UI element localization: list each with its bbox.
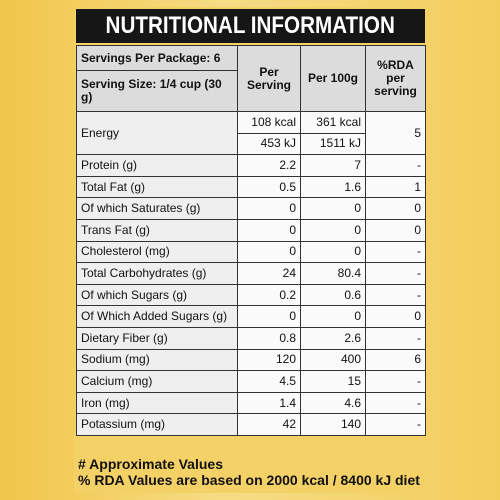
footer-note: # Approximate Values	[78, 456, 223, 472]
serving-size: Serving Size: 1/4 cup (30 g)	[76, 70, 238, 112]
row-label: Cholesterol (mg)	[76, 240, 238, 264]
cell: -	[365, 154, 426, 177]
nutrient-row: Of which Saturates (g) 0 0 0	[76, 197, 426, 220]
nutrient-row: Iron (mg) 1.4 4.6-	[76, 391, 426, 415]
cell: 24	[237, 262, 301, 285]
cell: -	[365, 326, 426, 350]
footer-note: % RDA Values are based on 2000 kcal / 84…	[78, 472, 420, 488]
cell: 453 kJ	[237, 132, 301, 156]
nutrient-row: Total Carbohydrates (g) 24 80.4-	[76, 262, 426, 285]
cell: 1.6	[300, 175, 366, 199]
column-header: %RDA per serving	[365, 45, 426, 112]
cell: 1511 kJ	[300, 132, 366, 156]
title-bar: NUTRITIONAL INFORMATION	[76, 9, 425, 43]
cell: 42	[237, 413, 301, 436]
nutrient-row: Sodium (mg) 120 400 6	[76, 348, 426, 372]
cell: 120	[237, 348, 301, 372]
nutrient-row: Total Fat (g) 0.5 1.6 1	[76, 175, 426, 199]
row-label: Dietary Fiber (g)	[76, 326, 238, 350]
cell: -	[365, 370, 426, 393]
nutrient-row: Calcium (mg) 4.5 15-	[76, 370, 426, 393]
cell: 7	[300, 154, 366, 177]
cell: 108 kcal	[237, 111, 301, 134]
nutrition-table: Servings Per Package: 6 Per Serving Per 10…	[76, 45, 426, 436]
cell: 0.6	[300, 283, 366, 307]
row-label: Of Which Added Sugars (g)	[76, 305, 238, 328]
cell: -	[365, 413, 426, 436]
cell: 0	[365, 305, 426, 328]
cell: 0	[300, 305, 366, 328]
row-label: Total Fat (g)	[76, 175, 238, 199]
row-label: Total Carbohydrates (g)	[76, 262, 238, 285]
row-label: Energy	[76, 110, 238, 156]
cell: 0.5	[237, 175, 301, 199]
nutrient-row: Cholesterol (mg) 0 0-	[76, 240, 426, 264]
cell: 0	[300, 218, 366, 242]
cell: -	[365, 283, 426, 307]
row-label: Iron (mg)	[76, 391, 238, 415]
row-label: Protein (g)	[76, 154, 238, 177]
row-label: Of which Sugars (g)	[76, 283, 238, 307]
column-header: Per Serving	[237, 45, 301, 112]
footer: # Approximate Values% RDA Values are bas…	[78, 456, 420, 488]
cell: 0.2	[237, 283, 301, 307]
cell: 15	[300, 370, 366, 393]
row-label: Calcium (mg)	[76, 370, 238, 393]
cell: 0	[237, 305, 301, 328]
cell: 80.4	[300, 262, 366, 285]
cell: 4.5	[237, 370, 301, 393]
cell: 2.2	[237, 154, 301, 177]
nutrient-row: Dietary Fiber (g) 0.8 2.6-	[76, 326, 426, 350]
cell: -	[365, 240, 426, 264]
cell: 400	[300, 348, 366, 372]
cell: 0	[300, 197, 366, 220]
cell: 361 kcal	[300, 111, 366, 134]
energy-row: 453 kJ 1511 kJ	[77, 132, 426, 156]
cell: 4.6	[300, 391, 366, 415]
cell: 0.8	[237, 326, 301, 350]
row-label: Of which Saturates (g)	[76, 197, 238, 220]
cell: 0	[237, 218, 301, 242]
nutrient-row: Protein (g) 2.2 7-	[76, 154, 426, 177]
title: NUTRITIONAL INFORMATION	[105, 12, 396, 39]
column-header: Per 100g	[300, 45, 366, 112]
header-row: Servings Per Package: 6 Per Serving Per 10…	[76, 45, 426, 112]
cell: 0	[365, 218, 426, 242]
cell: 6	[365, 348, 426, 372]
cell: 1	[365, 175, 426, 199]
nutrient-row: Trans Fat (g) 0 0 0	[76, 218, 426, 242]
cell: -	[365, 262, 426, 285]
cell: 1.4	[237, 391, 301, 415]
cell: -	[365, 391, 426, 415]
cell: 0	[300, 240, 366, 264]
servings-per-package: Servings Per Package: 6	[76, 45, 238, 71]
energy-row: Energy 108 kcal 361 kcal 5	[76, 110, 426, 156]
cell: 0	[237, 197, 301, 220]
cell: 5	[365, 110, 426, 156]
nutrient-row: Of Which Added Sugars (g) 0 0 0	[76, 305, 426, 328]
nutrient-row: Of which Sugars (g) 0.2 0.6-	[76, 283, 426, 307]
cell: 2.6	[300, 326, 366, 350]
header-row: Serving Size: 1/4 cup (30 g)	[76, 70, 426, 112]
cell: 140	[300, 413, 366, 436]
nutrient-row: Potassium (mg) 42 140-	[76, 413, 426, 436]
cell: 0	[365, 197, 426, 220]
cell: 0	[237, 240, 301, 264]
row-label: Trans Fat (g)	[76, 218, 238, 242]
row-label: Sodium (mg)	[76, 348, 238, 372]
row-label: Potassium (mg)	[76, 413, 238, 436]
